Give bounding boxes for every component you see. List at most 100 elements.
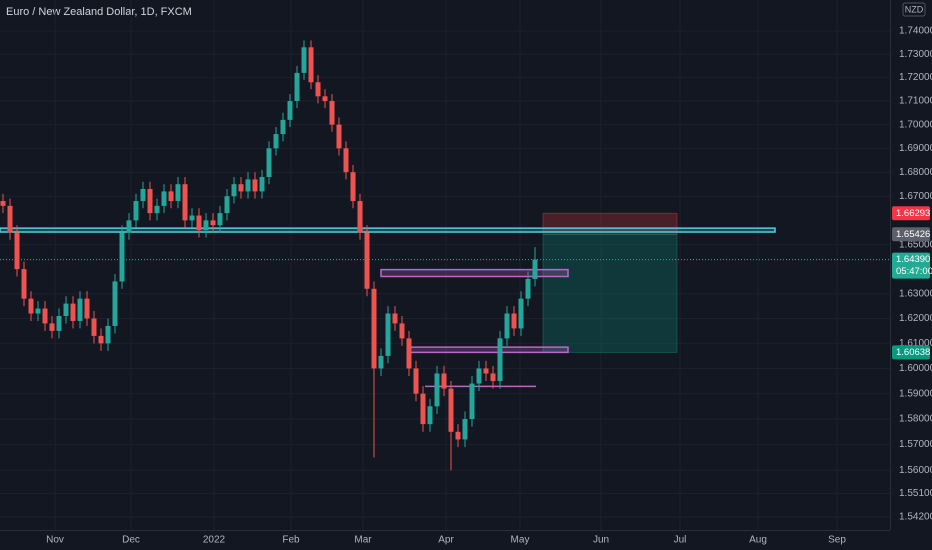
y-tick-label: 1.74000 (899, 26, 932, 37)
candle-body (7, 205, 13, 233)
candle-body (322, 96, 328, 102)
candle-body (98, 335, 104, 344)
price-tag-label: 1.64390 (896, 254, 930, 265)
candle-body (364, 232, 370, 289)
candle-body (420, 393, 426, 425)
candle-body (147, 189, 153, 214)
candle-body (490, 373, 496, 382)
candle-body (245, 179, 251, 192)
candle-body (28, 298, 34, 314)
candle-body (119, 232, 125, 282)
price-tag (892, 345, 930, 360)
x-tick-label: Feb (282, 535, 300, 546)
currency-box (902, 2, 926, 17)
candle-body (399, 323, 405, 339)
price-tag-label: 1.60638 (896, 347, 930, 358)
candle-body (308, 47, 314, 83)
price-tag (892, 252, 930, 279)
candle-body (175, 184, 181, 202)
candle-body (238, 184, 244, 192)
candle-body (385, 313, 391, 356)
candle-body (56, 315, 62, 331)
y-tick-label: 1.57000 (899, 439, 932, 450)
candle-body (448, 388, 454, 432)
y-tick-label: 1.59000 (899, 388, 932, 399)
y-tick-label: 1.70000 (899, 119, 932, 130)
candle-body (0, 201, 6, 206)
candle-body (469, 383, 475, 420)
candle-body (434, 373, 440, 407)
candle-body (329, 101, 335, 125)
candle-body (182, 184, 188, 221)
candle-body (126, 220, 132, 233)
candle-body (280, 119, 286, 135)
candle-body (133, 201, 139, 221)
y-tick-label: 1.67000 (899, 191, 932, 202)
x-tick-label: Apr (438, 535, 454, 546)
y-tick-label: 1.71000 (899, 96, 932, 107)
candle-body (203, 220, 209, 231)
candle-body (357, 201, 363, 233)
candle-body (231, 184, 237, 197)
x-tick-label: Dec (122, 535, 140, 546)
candle-body (525, 278, 531, 299)
candle-body (518, 298, 524, 329)
x-tick-label: Sep (828, 535, 846, 546)
candle-body (336, 124, 342, 149)
candle-body (427, 406, 433, 425)
zone (0, 227, 776, 233)
candle-body (21, 269, 27, 299)
candle-body (462, 419, 468, 440)
y-tick-label: 1.69000 (899, 143, 932, 154)
candle-body (392, 313, 398, 324)
candle-body (168, 191, 174, 202)
candle-body (378, 355, 384, 369)
candle-body (476, 368, 482, 384)
y-tick-label: 1.61000 (899, 338, 932, 349)
price-tag-label: 1.66293 (896, 208, 930, 219)
candle-body (161, 191, 167, 206)
candle-body (252, 179, 258, 192)
y-tick-label: 1.58000 (899, 414, 932, 425)
candle-body (70, 303, 76, 321)
candle-body (350, 172, 356, 202)
y-tick-label: 1.63000 (899, 288, 932, 299)
candle-body (154, 205, 160, 214)
candle-body (224, 196, 230, 214)
candle-body (91, 318, 97, 336)
currency-label: NZD (905, 4, 924, 14)
y-tick-label: 1.60000 (899, 363, 932, 374)
y-tick-label: 1.54200 (899, 512, 932, 523)
candle-body (14, 232, 20, 270)
candle-body (413, 368, 419, 394)
candle-body (287, 101, 293, 120)
candle-body (63, 303, 69, 316)
price-tag-label: 1.65426 (896, 229, 930, 240)
price-tag-countdown: 05:47:00 (896, 266, 932, 277)
target-zone (542, 233, 678, 353)
stop-zone (542, 212, 678, 235)
candle-body (105, 325, 111, 344)
candle-body (217, 213, 223, 226)
candle-body (371, 288, 377, 369)
candle-body (532, 259, 538, 279)
y-tick-label: 1.72000 (899, 72, 932, 83)
candle-body (504, 313, 510, 339)
candle-body (343, 148, 349, 173)
candle-body (42, 308, 48, 324)
x-tick-label: 2022 (203, 535, 226, 546)
candle-body (441, 373, 447, 389)
candle-body (406, 338, 412, 369)
y-tick-label: 1.56000 (899, 465, 932, 476)
candle-body (35, 308, 41, 314)
chart-title: Euro / New Zealand Dollar, 1D, FXCM (6, 6, 192, 18)
x-tick-label: Nov (46, 535, 64, 546)
candle-body (49, 323, 55, 331)
price-tag (892, 227, 930, 242)
candle-body (210, 220, 216, 226)
candle-body (266, 148, 272, 178)
price-tag (892, 206, 930, 221)
